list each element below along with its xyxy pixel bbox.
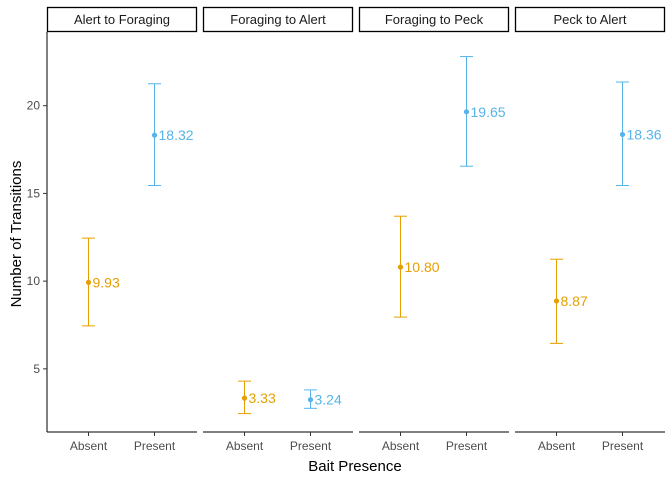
x-tick-label: Absent xyxy=(382,439,420,453)
facet-strip xyxy=(202,6,354,33)
data-label: 18.36 xyxy=(627,126,662,142)
facet-strip-label: Alert to Foraging xyxy=(74,12,170,27)
data-point xyxy=(151,132,158,138)
y-tick-label: 5 xyxy=(33,362,40,376)
data-point xyxy=(85,279,92,285)
facet-strip xyxy=(358,6,510,33)
data-point xyxy=(241,395,248,401)
data-point xyxy=(397,264,404,270)
facet-panels: Alert to Foraging 5 10 15 20 Absent Present 9.9… xyxy=(27,6,666,453)
facet-strip xyxy=(514,6,666,33)
facet-1: Foraging to Alert Absent Present 3.33 3.24 xyxy=(202,6,354,453)
x-tick-label: Present xyxy=(602,439,644,453)
y-tick-label: 15 xyxy=(27,186,41,200)
data-label: 3.24 xyxy=(315,392,342,408)
data-label: 9.93 xyxy=(93,274,120,290)
x-tick-label: Present xyxy=(446,439,488,453)
facet-3: Peck to Alert Absent Present 8.87 18.36 xyxy=(514,6,666,453)
x-tick-label: Present xyxy=(134,439,176,453)
x-tick-label: Absent xyxy=(70,439,108,453)
facet-strip-label: Peck to Alert xyxy=(554,12,627,27)
data-point xyxy=(463,109,470,115)
y-tick-label: 10 xyxy=(27,274,41,288)
data-label: 3.33 xyxy=(249,390,276,406)
data-label: 10.80 xyxy=(405,259,440,275)
data-point xyxy=(619,131,626,138)
data-label: 19.65 xyxy=(471,104,506,120)
x-tick-label: Absent xyxy=(226,439,264,453)
facet-strip-label: Foraging to Alert xyxy=(230,12,326,27)
facet-0: Alert to Foraging 5 10 15 20 Absent Present 9.9… xyxy=(27,6,198,453)
facet-strip-label: Foraging to Peck xyxy=(385,12,484,27)
data-label: 18.32 xyxy=(159,127,194,143)
data-point xyxy=(553,298,560,304)
x-tick-label: Absent xyxy=(538,439,576,453)
y-axis-title: Number of Transitions xyxy=(8,161,25,308)
data-label: 8.87 xyxy=(561,293,588,309)
y-tick-label: 20 xyxy=(27,99,41,113)
x-axis-title: Bait Presence xyxy=(308,458,401,475)
facet-2: Foraging to Peck Absent Present 10.80 19.65 xyxy=(358,6,510,453)
data-point xyxy=(307,397,314,403)
x-tick-label: Present xyxy=(290,439,332,453)
facet-strip xyxy=(46,6,198,33)
